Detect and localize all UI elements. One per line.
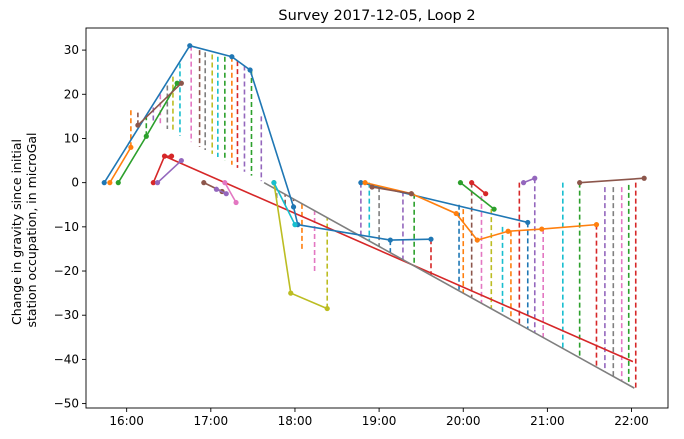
data-point-0-7 <box>428 236 434 242</box>
series-line-2 <box>117 82 178 184</box>
data-point-3-0 <box>135 122 141 128</box>
y-tick-label-7: −40 <box>54 352 79 366</box>
data-point-12-3 <box>474 237 480 243</box>
data-point-14-1 <box>491 206 497 212</box>
data-point-15-1 <box>483 191 489 197</box>
y-axis-label: Change in gravity since initial station … <box>9 132 39 327</box>
drift-line-0 <box>164 155 634 363</box>
data-point-2-2 <box>174 80 180 86</box>
data-point-12-2 <box>453 210 459 217</box>
y-tick-label-0: 30 <box>64 43 79 57</box>
data-point-11-1 <box>525 219 531 226</box>
data-point-12-5 <box>539 226 545 232</box>
series-line-3 <box>137 82 182 126</box>
drift-line-1 <box>263 181 635 389</box>
axis-ticks: 16:00 17:00 18:00 19:00 20:00 21:00 22:00 30 20 1… <box>54 43 649 428</box>
data-point-2-0 <box>115 180 121 186</box>
data-point-1-0 <box>107 180 113 186</box>
y-tick-label-1: 20 <box>64 87 79 101</box>
series-line-15 <box>471 182 487 195</box>
series-line-8 <box>224 182 237 203</box>
data-point-4-2 <box>168 153 175 159</box>
data-point-7-0 <box>213 186 220 192</box>
data-point-6-0 <box>201 180 207 186</box>
x-tick-label-1: 17:00 <box>194 414 229 428</box>
data-point-7-1 <box>223 191 229 197</box>
data-point-16-0 <box>520 180 527 186</box>
data-point-4-0 <box>150 180 156 186</box>
data-point-0-1 <box>187 43 193 49</box>
series-line-1 <box>109 146 132 184</box>
data-point-1-1 <box>128 144 134 150</box>
x-tick-label-6: 22:00 <box>614 414 649 428</box>
data-point-15-0 <box>469 180 475 186</box>
data-point-12-0 <box>362 180 368 186</box>
y-tick-label-8: −50 <box>54 397 79 411</box>
data-point-5-0 <box>154 180 161 186</box>
series-line-10 <box>273 182 296 225</box>
y-axis-label-line-2: station occupation, in microGal <box>24 132 39 327</box>
data-point-14-0 <box>457 180 464 186</box>
data-point-4-1 <box>161 153 168 159</box>
data-point-0-6 <box>387 237 393 243</box>
data-point-2-1 <box>143 133 149 139</box>
data-point-8-0 <box>222 180 228 186</box>
data-point-12-6 <box>593 222 600 228</box>
x-tick-label-4: 20:00 <box>446 414 481 428</box>
plot-marks <box>101 43 647 389</box>
x-tick-label-3: 19:00 <box>362 414 397 428</box>
data-point-0-2 <box>229 54 235 60</box>
data-point-0-3 <box>247 67 253 73</box>
x-tick-label-0: 16:00 <box>109 414 144 428</box>
data-point-9-1 <box>288 290 294 296</box>
y-tick-label-5: −20 <box>54 264 79 278</box>
data-point-0-4 <box>290 204 297 210</box>
x-tick-label-2: 18:00 <box>278 414 313 428</box>
chart-title: Survey 2017-12-05, Loop 2 <box>278 8 475 24</box>
series-line-14 <box>459 182 495 210</box>
data-point-0-0 <box>101 180 107 186</box>
y-tick-label-6: −30 <box>54 308 79 322</box>
y-axis-label-line-1: Change in gravity since initial <box>9 139 24 325</box>
data-point-3-1 <box>178 80 184 86</box>
data-point-5-1 <box>178 157 184 164</box>
data-point-11-0 <box>358 180 364 186</box>
data-point-10-1 <box>292 222 298 228</box>
x-tick-label-5: 21:00 <box>530 414 565 428</box>
data-point-13-1 <box>408 191 414 197</box>
data-point-17-1 <box>641 175 647 181</box>
data-point-16-1 <box>532 175 538 181</box>
y-tick-label-2: 10 <box>64 131 79 145</box>
data-point-12-4 <box>505 228 511 234</box>
y-tick-label-3: 0 <box>71 176 79 190</box>
plot-frame <box>85 27 669 409</box>
data-point-8-1 <box>233 199 239 206</box>
data-point-13-0 <box>369 184 375 190</box>
series-line-13 <box>371 186 412 195</box>
series-line-5 <box>156 159 182 184</box>
series-line-9 <box>273 182 328 310</box>
data-point-9-2 <box>324 305 330 312</box>
data-point-17-0 <box>577 180 583 186</box>
series-line-0 <box>103 44 432 241</box>
data-point-10-0 <box>271 180 277 186</box>
series-line-17 <box>579 177 645 184</box>
y-tick-label-4: −10 <box>54 220 79 234</box>
